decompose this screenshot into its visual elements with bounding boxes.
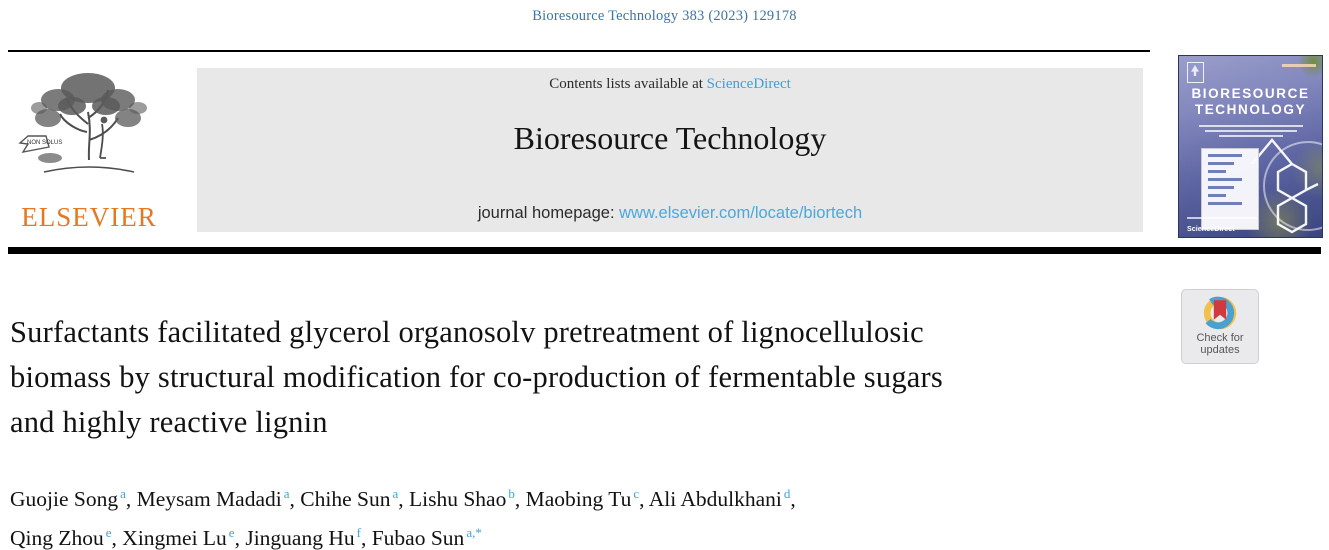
- journal-banner: Contents lists available at ScienceDirec…: [197, 68, 1143, 232]
- author-name: Fubao Sun a,*: [371, 525, 482, 550]
- author-name: Maobing Tu c: [525, 486, 640, 512]
- journal-title: Bioresource Technology: [513, 120, 827, 156]
- section-divider: [8, 247, 1321, 254]
- elsevier-tree-icon: NON SOLUS: [18, 73, 147, 173]
- author-affiliation-sup: e: [105, 525, 112, 541]
- homepage-line: journal homepage: www.elsevier.com/locat…: [197, 204, 1143, 223]
- contents-line: Contents lists available at ScienceDirec…: [197, 76, 1143, 93]
- sciencedirect-link[interactable]: ScienceDirect: [706, 76, 791, 92]
- check-for-updates-badge[interactable]: Check for updates: [1181, 289, 1259, 364]
- elsevier-logo[interactable]: NON SOLUS ELSEVIER: [8, 62, 170, 234]
- cover-molecule-icon: [1251, 138, 1322, 234]
- homepage-link[interactable]: www.elsevier.com/locate/biortech: [619, 204, 863, 222]
- cover-sciencedirect-label: ScienceDirect: [1187, 225, 1235, 233]
- journal-cover-thumbnail[interactable]: BIORESOURCE TECHNOLOGY ScienceDirect: [1178, 55, 1323, 238]
- check-updates-label: Check for updates: [1196, 332, 1244, 356]
- author-name: Ali Abdulkhani d: [648, 486, 791, 512]
- elsevier-wordmark: ELSEVIER: [21, 202, 157, 232]
- author-name: Lishu Shao b: [409, 486, 515, 512]
- cover-elsevier-mini-logo-icon: [1187, 62, 1204, 83]
- homepage-prefix: journal homepage:: [477, 204, 620, 222]
- title-line-3: and highly reactive lignin: [10, 405, 328, 439]
- title-line-1: Surfactants facilitated glycerol organos…: [10, 315, 924, 349]
- author-affiliation-sup: d: [783, 486, 791, 501]
- title-line-2: biomass by structural modification for c…: [10, 360, 943, 394]
- non-solus-banner-text: NON SOLUS: [27, 140, 62, 146]
- author-affiliation-sup: a,*: [466, 525, 482, 541]
- author-name: Xingmei Lu e: [122, 525, 235, 550]
- author-name: Meysam Madadi a: [136, 486, 290, 512]
- cover-journal-title: BIORESOURCE TECHNOLOGY: [1191, 86, 1310, 117]
- author-name: Guojie Song a: [10, 486, 126, 512]
- author-affiliation-sup: f: [356, 525, 361, 541]
- author-affiliation-sup: a: [120, 486, 126, 501]
- cover-issn-text-bar: [1282, 64, 1316, 67]
- cover-footer-text-bar: [1187, 217, 1257, 219]
- article-title: Surfactants facilitated glycerol organos…: [10, 310, 943, 445]
- author-affiliation-sup: e: [228, 525, 235, 541]
- author-name: Chihe Sun a: [300, 486, 399, 512]
- author-affiliation-sup: a: [392, 486, 399, 501]
- top-divider: [8, 50, 1150, 52]
- cover-figure-panel: [1201, 148, 1259, 230]
- author-affiliation-sup: c: [633, 486, 640, 501]
- author-affiliation-sup: b: [508, 486, 515, 501]
- cover-subtitle-lines: [1179, 122, 1322, 140]
- check-updates-icon: [1203, 296, 1237, 330]
- journal-citation[interactable]: Bioresource Technology 383 (2023) 129178: [532, 8, 797, 24]
- author-name: Jinguang Hu f: [245, 525, 361, 550]
- author-list: Guojie Song a, Meysam Madadi a, Chihe Sun a…: [10, 486, 796, 550]
- author-name: Qing Zhou e: [10, 525, 112, 550]
- author-affiliation-sup: a: [283, 486, 290, 501]
- contents-prefix: Contents lists available at: [549, 76, 707, 92]
